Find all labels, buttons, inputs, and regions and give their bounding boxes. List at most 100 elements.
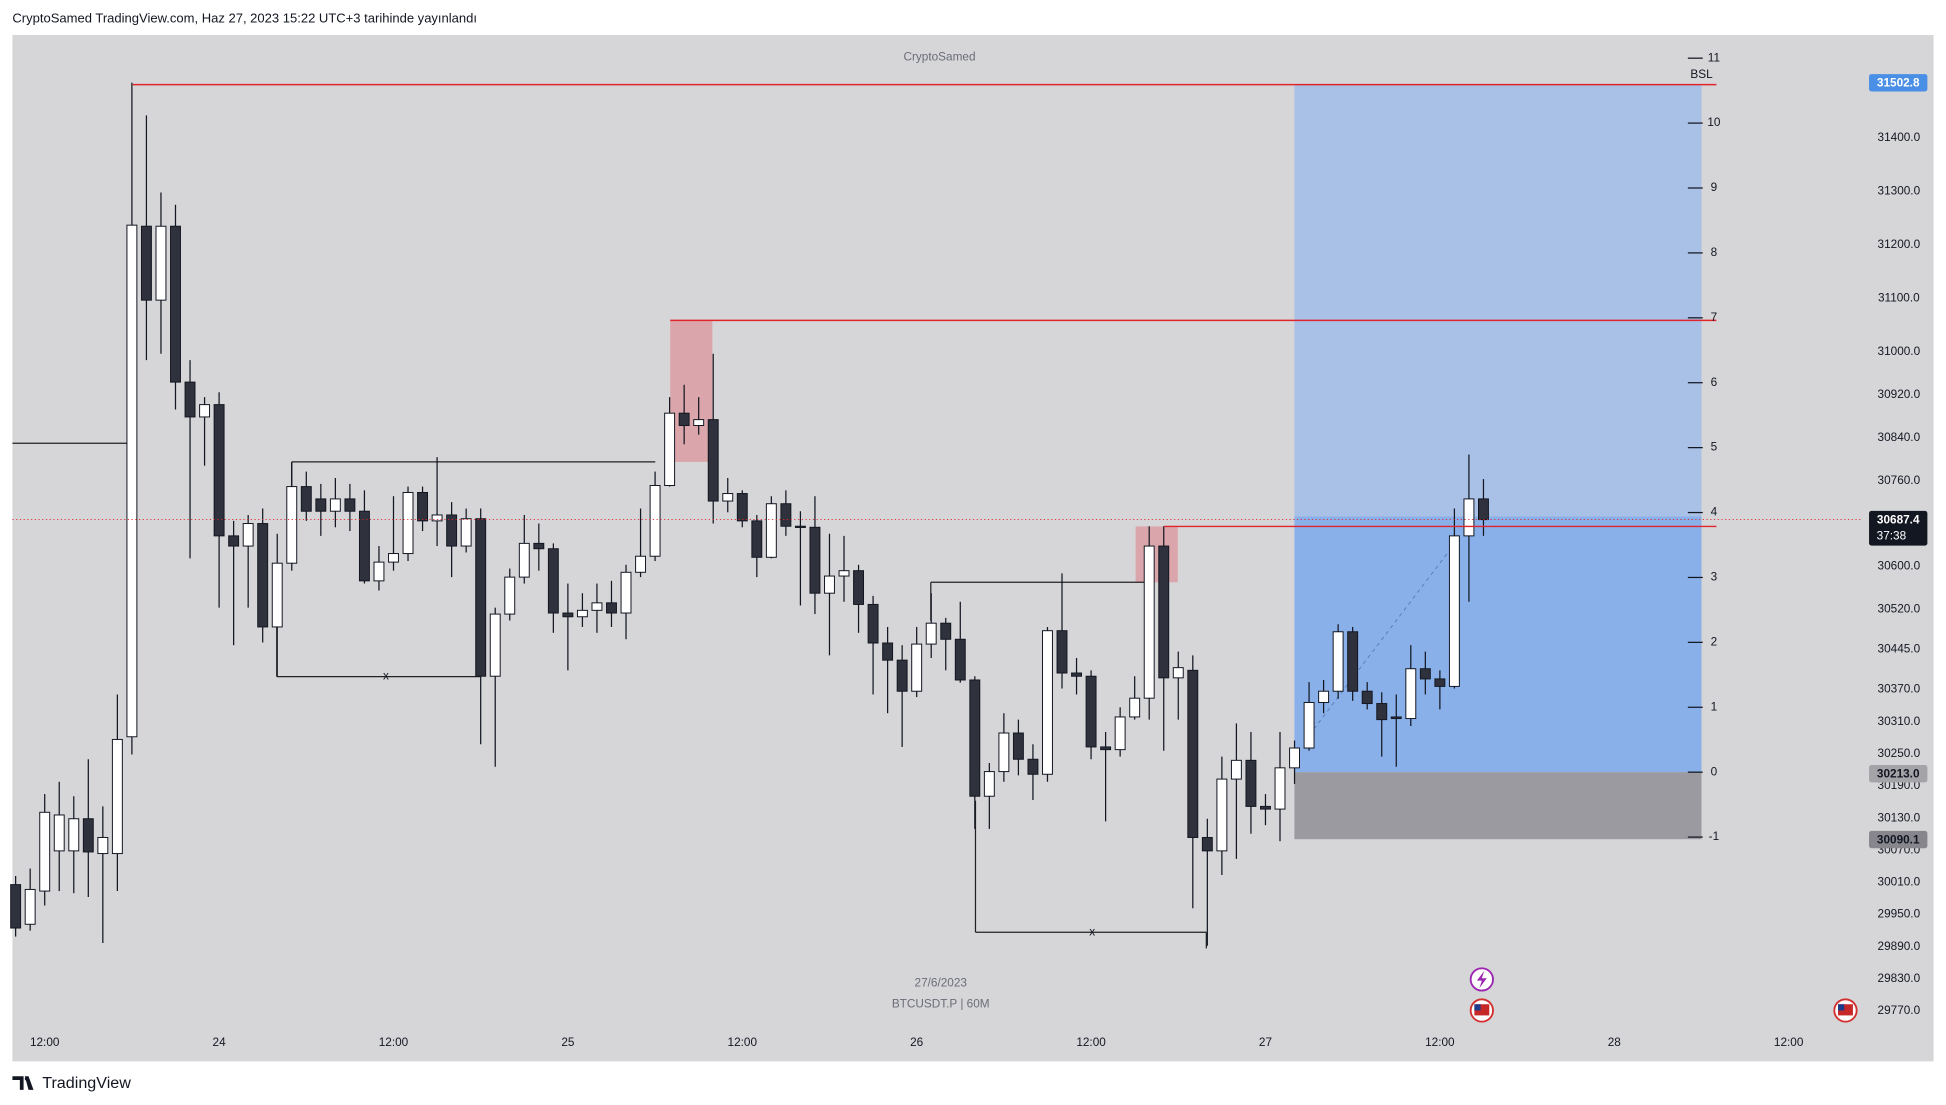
levels-lines (132, 83, 1717, 528)
candle-body (838, 570, 850, 577)
candle-body (707, 419, 719, 502)
y-tick-label: 29890.0 (1878, 940, 1921, 953)
flag (1838, 1004, 1853, 1016)
price-tag (1869, 74, 1928, 92)
candle-body (896, 659, 908, 692)
level-label: 5 (1711, 441, 1718, 454)
candle-body (489, 613, 501, 677)
candle-body (431, 514, 443, 522)
level-label: 9 (1711, 181, 1718, 194)
y-tick-label: 31400.0 (1878, 131, 1921, 144)
candle-body (271, 562, 283, 628)
candle-body (213, 404, 225, 537)
candle-body (111, 738, 123, 855)
level-label: 10 (1707, 116, 1721, 129)
candle-body (591, 602, 603, 611)
candle-body (969, 679, 981, 797)
y-tick-label: 30840.0 (1878, 431, 1921, 444)
footer-logo (12, 1076, 34, 1090)
candle-body (1347, 631, 1359, 692)
x-tick-label: 25 (561, 1036, 575, 1049)
candle-body (68, 818, 80, 852)
y-tick-label: 30310.0 (1878, 715, 1921, 728)
level-label: 0 (1711, 765, 1718, 778)
publish-header: CryptoSamed TradingView.com, Haz 27, 202… (12, 10, 477, 25)
candle-body (39, 811, 51, 892)
level-label: 4 (1711, 506, 1718, 519)
flag (1838, 1004, 1845, 1011)
event-icon-glyph (1476, 970, 1487, 989)
sweep-mark: x (1089, 925, 1095, 938)
candle-body (518, 542, 530, 578)
candle-body (1405, 668, 1417, 720)
candle-body (547, 548, 559, 614)
candle-body (257, 523, 269, 628)
candle-body (751, 520, 763, 558)
level-label: 3 (1711, 571, 1718, 584)
candle-body (882, 642, 894, 661)
order-block (1135, 526, 1178, 583)
level-label: 6 (1711, 376, 1718, 389)
candle-body (1274, 767, 1286, 810)
y-tick-label: 31100.0 (1878, 292, 1920, 305)
level-name: BSL (1690, 68, 1713, 81)
candle-body (562, 612, 574, 618)
candle-body (53, 814, 65, 852)
y-tick-label: 30250.0 (1878, 747, 1921, 760)
level-label: 8 (1711, 246, 1718, 259)
candle-body (765, 503, 777, 558)
candle-body (504, 576, 516, 615)
candle-body (1419, 668, 1431, 680)
candle-body (606, 602, 617, 614)
candle-body (1463, 498, 1475, 537)
level-label: 1 (1711, 700, 1718, 713)
y-tick-label: 30445.0 (1878, 643, 1921, 656)
candle-body (925, 622, 937, 645)
candle-body (1478, 498, 1489, 521)
candle-body (998, 732, 1010, 773)
candle-body (1027, 758, 1039, 775)
candle-body (373, 561, 385, 582)
candle-body (780, 503, 792, 527)
candle-body (693, 419, 705, 427)
candle-body (1042, 630, 1053, 775)
candle-body (1056, 630, 1068, 674)
candle-body (576, 609, 588, 618)
y-tick-label: 29770.0 (1878, 1004, 1921, 1017)
candle-body (286, 486, 298, 564)
candle-body (446, 514, 458, 547)
candle-body (228, 535, 240, 547)
brand: TradingView (42, 1074, 131, 1092)
candle-body (417, 491, 429, 522)
candle-body (954, 638, 966, 681)
y-tick-label: 30130.0 (1878, 811, 1921, 824)
target-zone (1294, 84, 1702, 517)
price-tag-label: 30213.0 (1877, 767, 1920, 780)
candle-body (329, 498, 341, 512)
y-tick-label: 31200.0 (1878, 238, 1921, 251)
price-tag (1869, 830, 1928, 849)
candle-body (358, 510, 370, 582)
event-icons (1469, 967, 1858, 1023)
countdown: 37:38 (1877, 529, 1907, 542)
candle-body (722, 493, 734, 502)
candle-body (388, 553, 399, 563)
y-tick-label: 30600.0 (1878, 560, 1921, 573)
position-tool (1294, 84, 1702, 840)
price-tag (1869, 510, 1928, 546)
symbol-label: BTCUSDT.P | 60M (892, 997, 990, 1010)
x-tick-label: 12:00 (728, 1036, 758, 1049)
x-tick-label: 12:00 (1076, 1036, 1106, 1049)
candle-body (1158, 545, 1170, 679)
candle-body (1434, 678, 1446, 687)
candle-body (794, 525, 806, 528)
entry-zone (1294, 516, 1702, 773)
candle-body (460, 518, 472, 547)
candle-body (853, 570, 865, 605)
candle-body (1071, 672, 1083, 677)
y-tick-label: 30920.0 (1878, 388, 1921, 401)
candle-body (242, 523, 254, 547)
candle-body (1230, 759, 1242, 780)
price-tag (1869, 765, 1928, 783)
